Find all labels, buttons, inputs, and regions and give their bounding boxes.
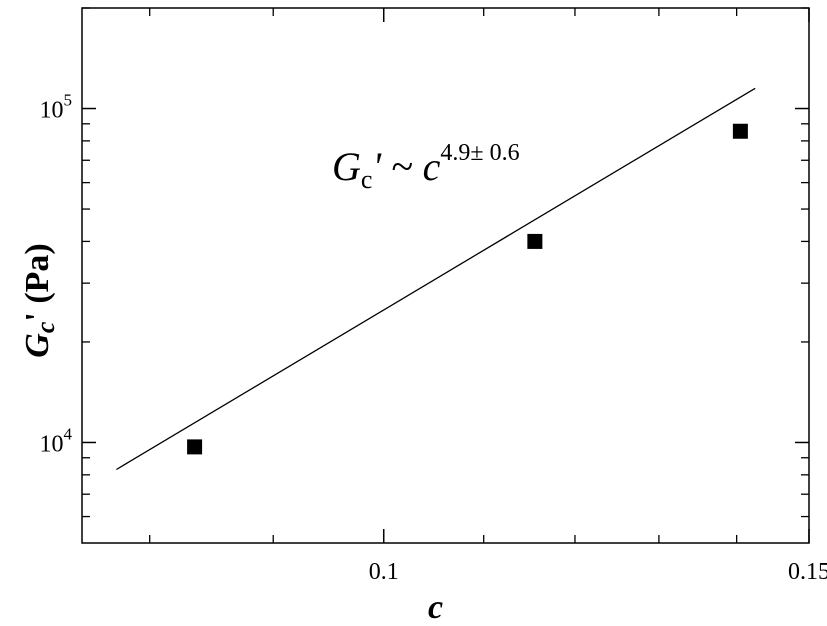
data-point bbox=[732, 123, 748, 139]
y-label-g: G bbox=[19, 333, 56, 358]
annotation-g: G bbox=[332, 144, 361, 189]
annotation-mid: ' ~ c bbox=[372, 144, 440, 189]
power-law-annotation: Gc' ~ c4.9± 0.6 bbox=[332, 140, 520, 194]
data-points bbox=[187, 123, 748, 455]
fit-line-group bbox=[116, 87, 756, 471]
data-point bbox=[527, 233, 543, 249]
y-tick-label: 104 bbox=[40, 424, 73, 457]
annotation-exponent: 4.9± 0.6 bbox=[440, 140, 519, 166]
data-point bbox=[187, 439, 203, 455]
y-tick-label: 105 bbox=[40, 91, 73, 124]
y-label-sub: c bbox=[31, 321, 60, 333]
x-tick-label: 0.1 bbox=[369, 559, 399, 585]
y-label-tail: ' (Pa) bbox=[19, 243, 56, 321]
plot-frame bbox=[81, 7, 810, 544]
y-axis-label: Gc' (Pa) bbox=[19, 243, 60, 357]
fit-line bbox=[116, 87, 756, 471]
x-tick-label: 0.15 bbox=[788, 559, 827, 585]
x-axis-label: c bbox=[428, 589, 443, 626]
axis-ticks: 104 105 0.1 0.15 bbox=[40, 7, 827, 585]
annotation-sub: c bbox=[361, 165, 373, 194]
